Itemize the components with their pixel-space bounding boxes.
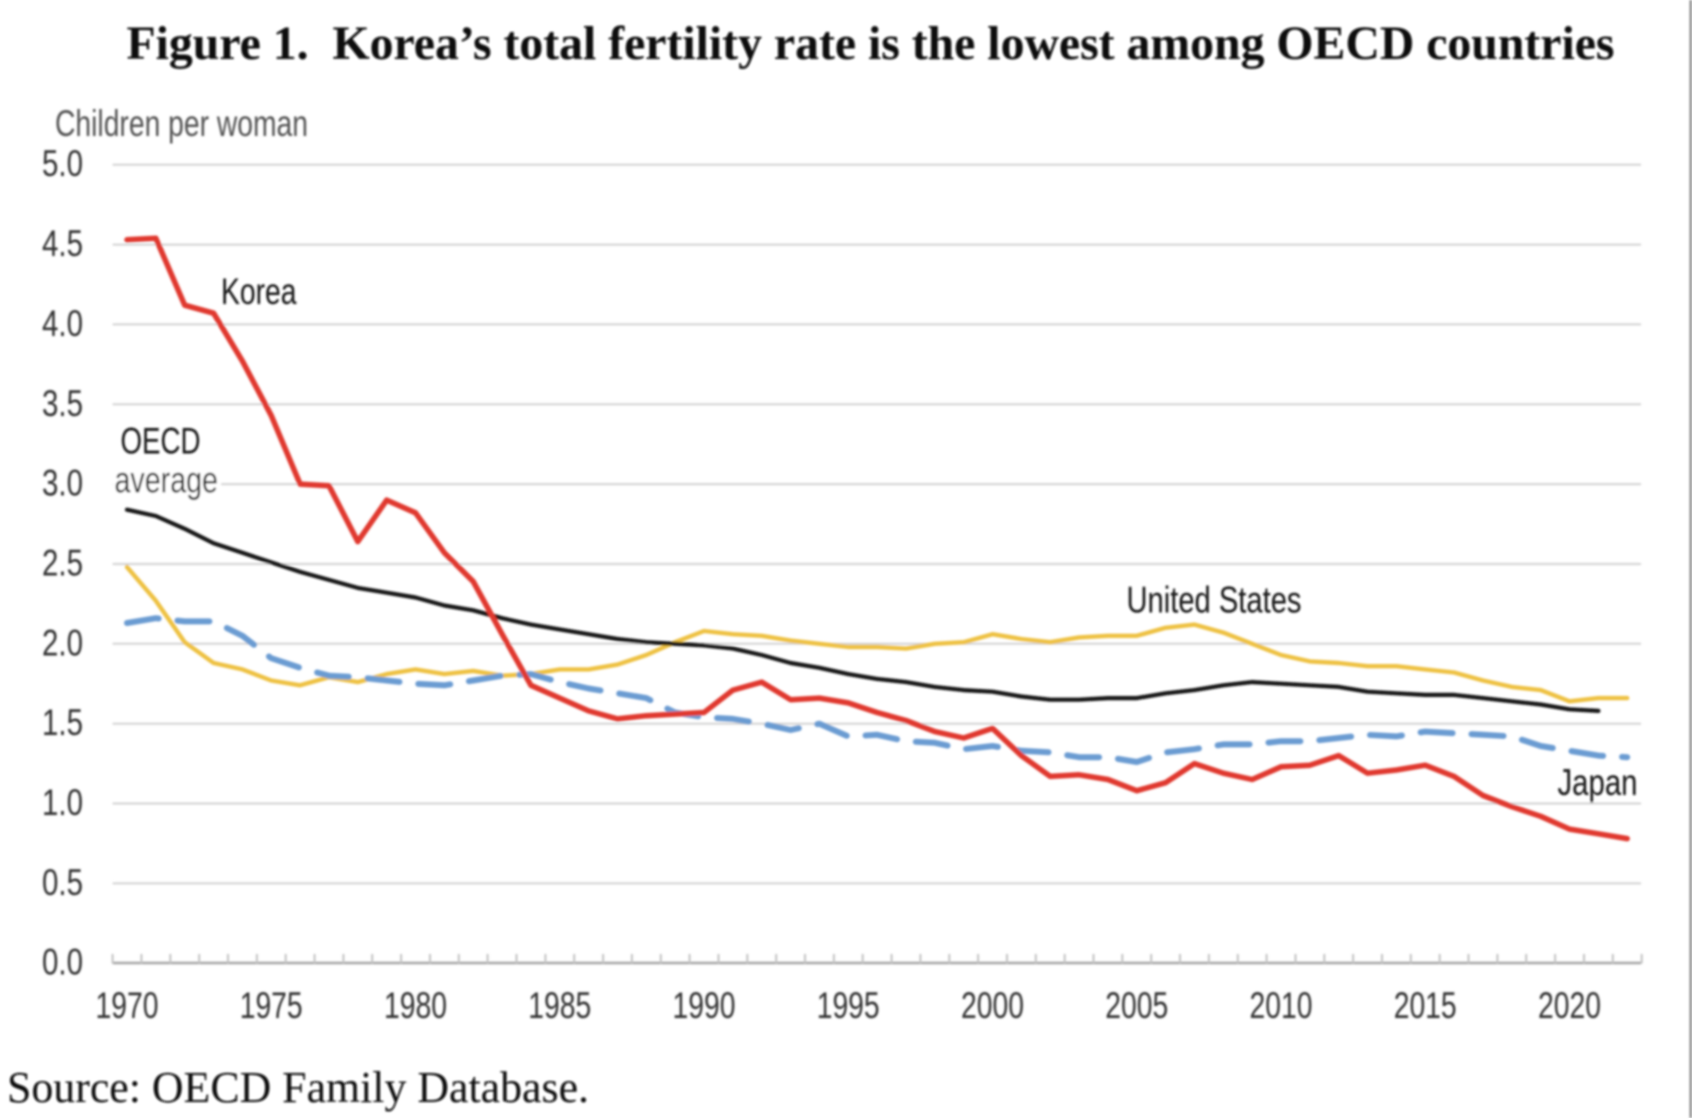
svg-text:Children per woman: Children per woman [55,102,308,144]
svg-text:3.5: 3.5 [42,382,83,424]
svg-text:2010: 2010 [1250,984,1313,1026]
svg-text:2015: 2015 [1394,984,1457,1026]
svg-text:3.0: 3.0 [42,462,83,504]
svg-text:1975: 1975 [240,984,303,1026]
svg-text:Source: OECD Family Database.: Source: OECD Family Database. [7,1063,589,1112]
svg-text:2020: 2020 [1538,984,1601,1026]
svg-text:2.0: 2.0 [42,621,83,663]
svg-text:1.0: 1.0 [42,781,83,823]
svg-text:Japan: Japan [1558,761,1638,803]
svg-text:2005: 2005 [1105,984,1168,1026]
svg-text:1990: 1990 [673,984,736,1026]
svg-text:0.5: 0.5 [42,861,83,903]
svg-text:0.0: 0.0 [42,941,83,983]
svg-text:average: average [115,459,219,501]
svg-text:4.0: 4.0 [42,302,83,344]
svg-text:1985: 1985 [528,984,591,1026]
svg-text:1.5: 1.5 [42,701,83,743]
svg-text:Korea: Korea [221,270,297,312]
svg-text:2.5: 2.5 [42,542,83,584]
svg-text:4.5: 4.5 [42,222,83,264]
svg-text:1970: 1970 [96,984,159,1026]
svg-text:2000: 2000 [961,984,1024,1026]
svg-text:1995: 1995 [817,984,880,1026]
svg-text:United States: United States [1127,579,1302,621]
svg-text:Figure 1. Korea’s total ferti: Figure 1. Korea’s total fertility rate i… [127,17,1615,70]
svg-text:1980: 1980 [384,984,447,1026]
svg-text:5.0: 5.0 [42,142,83,184]
svg-text:OECD: OECD [121,420,201,462]
